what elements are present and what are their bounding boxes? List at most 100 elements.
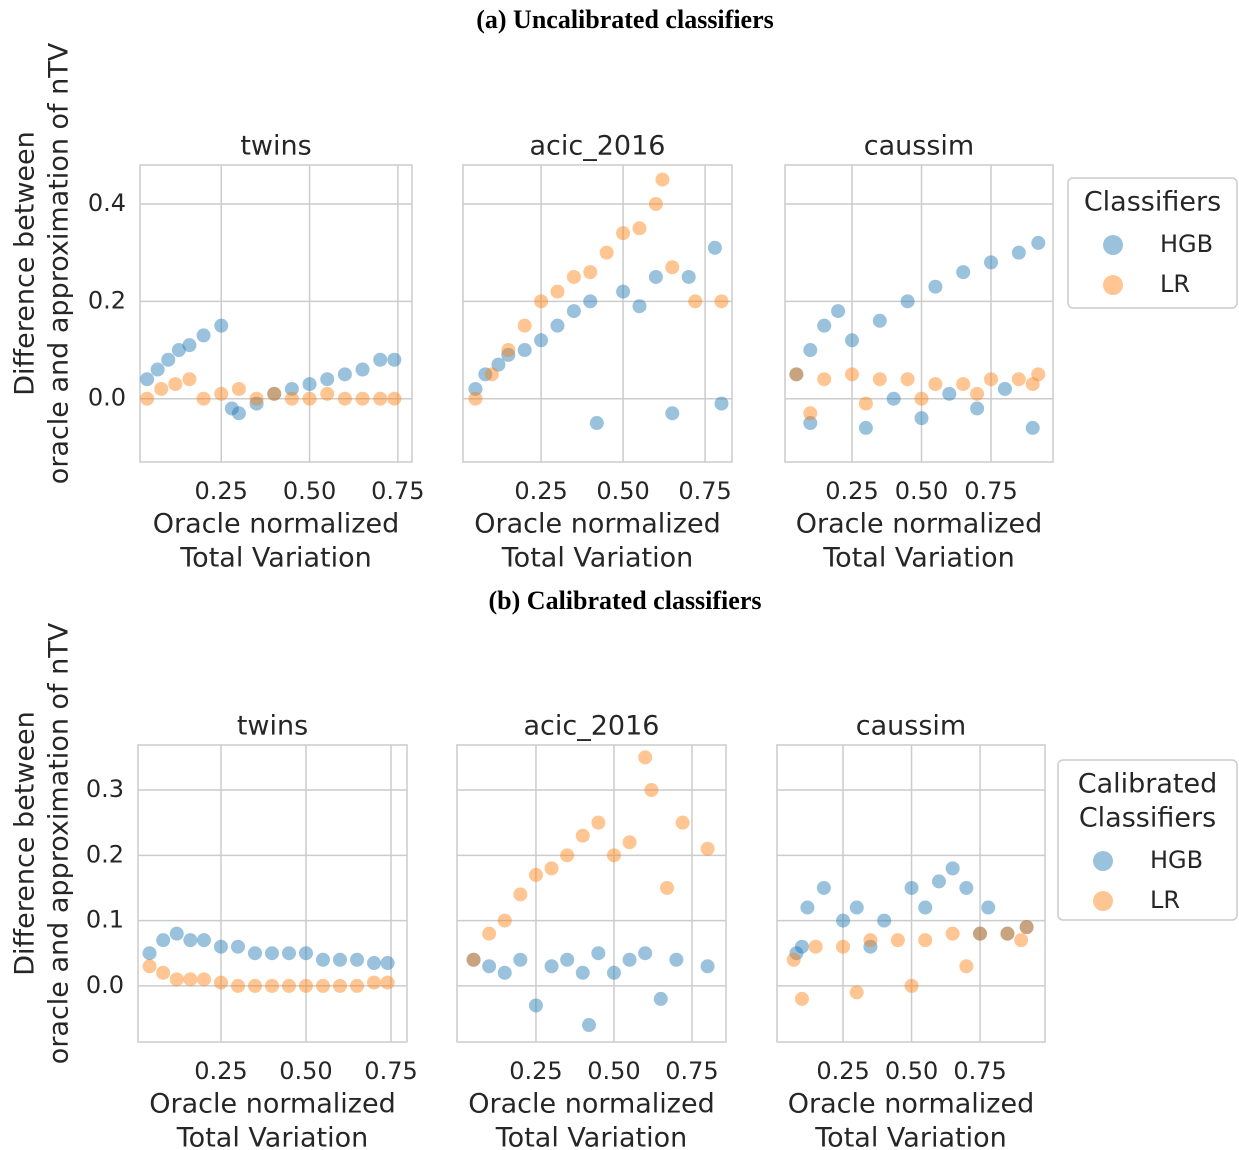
x-axis-label: Oracle normalized <box>153 509 399 540</box>
point <box>700 841 715 856</box>
point <box>872 313 887 328</box>
point <box>161 352 176 367</box>
point <box>1025 420 1040 435</box>
point <box>231 406 246 421</box>
point <box>196 972 211 987</box>
point <box>858 396 873 411</box>
legend-box <box>1067 177 1238 309</box>
point <box>196 933 211 948</box>
point <box>803 416 818 431</box>
point <box>1031 235 1046 250</box>
point <box>466 952 481 967</box>
x-tick-label: 0.75 <box>665 1057 718 1085</box>
legend-marker <box>1103 235 1123 255</box>
point <box>665 406 680 421</box>
point <box>622 835 637 850</box>
point <box>904 978 919 993</box>
point <box>550 318 565 333</box>
point <box>942 386 957 401</box>
point <box>616 226 631 241</box>
subplot-title: twins <box>237 711 308 742</box>
subplot-title: acic_2016 <box>524 711 660 742</box>
point <box>367 956 382 971</box>
point <box>675 815 690 830</box>
point <box>302 391 317 406</box>
point <box>803 406 818 421</box>
x-tick-label: 0.25 <box>509 1057 562 1085</box>
point <box>638 750 653 765</box>
point <box>169 972 184 987</box>
point <box>230 978 245 993</box>
figure-title: (b) Calibrated classifiers <box>489 586 762 615</box>
point <box>575 828 590 843</box>
point <box>249 391 264 406</box>
x-axis-label: Oracle normalized <box>796 509 1042 540</box>
point <box>591 815 606 830</box>
point <box>1000 926 1015 941</box>
point <box>264 946 279 961</box>
point <box>1014 933 1029 948</box>
point <box>863 939 878 954</box>
point <box>387 352 402 367</box>
y-axis-label: Difference between <box>10 711 41 976</box>
x-axis-label: Total Variation <box>814 1123 1006 1150</box>
point <box>140 391 155 406</box>
point <box>845 367 859 382</box>
point <box>478 367 493 382</box>
legend-label: HGB <box>1160 230 1213 258</box>
point <box>544 959 559 974</box>
point <box>959 959 974 974</box>
point <box>264 978 279 993</box>
point <box>900 294 915 309</box>
x-tick-label: 0.50 <box>885 1057 938 1085</box>
point <box>482 959 497 974</box>
point <box>918 933 933 948</box>
point <box>528 998 543 1013</box>
point <box>150 362 165 377</box>
point <box>534 294 549 309</box>
point <box>484 367 499 382</box>
point <box>380 975 395 990</box>
point <box>622 952 637 967</box>
point <box>583 265 598 280</box>
x-tick-label: 0.75 <box>371 477 424 505</box>
point <box>183 972 198 987</box>
point <box>616 284 631 299</box>
point <box>914 391 929 406</box>
point <box>140 372 155 387</box>
point <box>928 377 943 392</box>
subplot-title: caussim <box>864 131 974 162</box>
point <box>890 933 905 948</box>
x-tick-label: 0.25 <box>816 1057 869 1085</box>
point <box>632 221 647 236</box>
point <box>528 867 543 882</box>
point <box>196 391 211 406</box>
point <box>355 362 370 377</box>
x-axis-label: Total Variation <box>176 1123 368 1150</box>
point <box>284 381 299 396</box>
point <box>544 861 559 876</box>
point <box>589 416 604 431</box>
legend-marker <box>1103 275 1123 295</box>
point <box>575 965 590 980</box>
point <box>355 391 370 406</box>
y-tick-label: 0.1 <box>86 906 124 934</box>
point <box>808 939 823 954</box>
x-tick-label: 0.75 <box>953 1057 1006 1085</box>
point <box>560 848 575 863</box>
point <box>333 978 348 993</box>
point <box>956 377 971 392</box>
x-tick-label: 0.25 <box>194 1057 247 1085</box>
point <box>373 352 388 367</box>
point <box>298 946 313 961</box>
point <box>534 333 549 348</box>
legend-box <box>1057 759 1238 921</box>
point <box>1011 245 1026 260</box>
point <box>550 284 565 299</box>
point <box>267 386 282 401</box>
point <box>648 269 663 284</box>
point <box>501 343 516 358</box>
plot-area <box>456 744 727 1043</box>
point <box>367 975 382 990</box>
